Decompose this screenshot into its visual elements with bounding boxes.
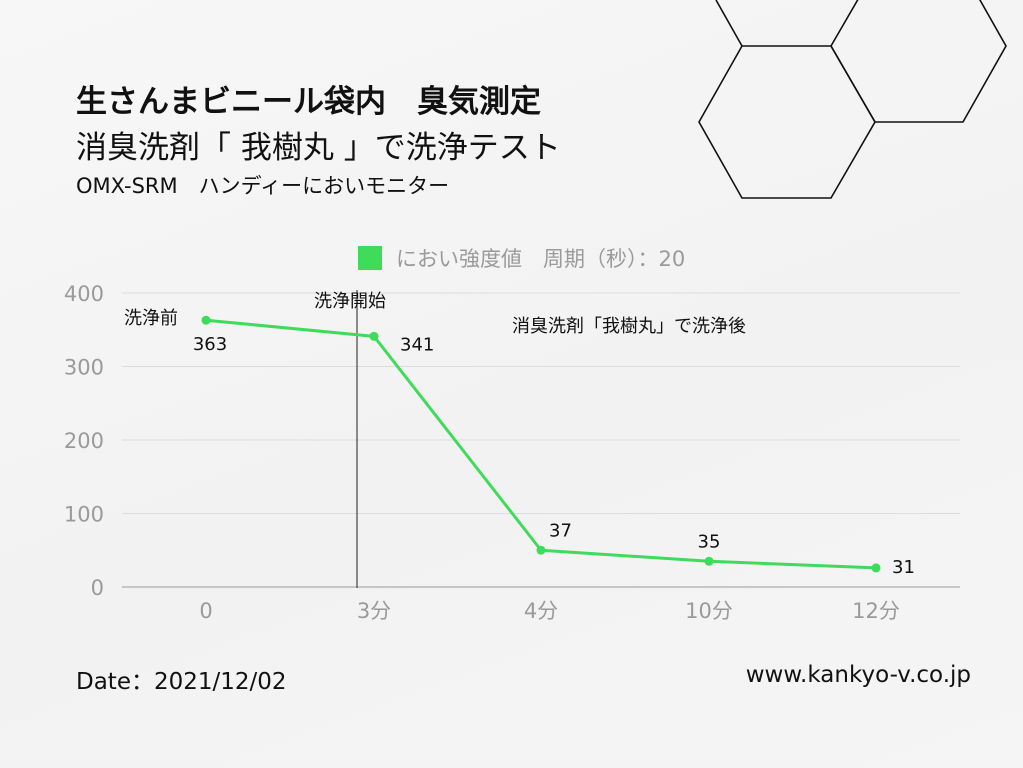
x-tick-label: 4分 bbox=[524, 599, 558, 623]
page-subtitle: 消臭洗剤「 我樹丸 」で洗浄テスト bbox=[76, 130, 561, 166]
data-label: 35 bbox=[698, 531, 721, 552]
data-point bbox=[536, 545, 546, 555]
data-label: 363 bbox=[193, 334, 227, 355]
annotation-after: 消臭洗剤「我樹丸」で洗浄後 bbox=[512, 316, 746, 337]
data-point bbox=[369, 331, 379, 341]
data-label: 31 bbox=[892, 557, 915, 578]
x-tick-label: 12分 bbox=[852, 599, 900, 623]
data-label: 37 bbox=[549, 520, 572, 541]
legend-label: におい強度値 周期（秒）：20 bbox=[396, 247, 685, 271]
annotation-before: 洗浄前 bbox=[124, 308, 178, 329]
data-point bbox=[871, 563, 881, 573]
website-link[interactable]: www.kankyo-v.co.jp bbox=[745, 662, 971, 688]
x-tick-label: 3分 bbox=[357, 599, 391, 623]
date-label: Date：2021/12/02 bbox=[76, 669, 287, 695]
y-tick-label: 100 bbox=[64, 503, 104, 527]
data-point bbox=[704, 556, 714, 566]
series-line bbox=[205, 318, 877, 570]
x-tick-label: 10分 bbox=[685, 599, 733, 623]
y-tick-label: 200 bbox=[64, 429, 104, 453]
y-tick-label: 400 bbox=[64, 282, 104, 306]
y-tick-label: 0 bbox=[91, 576, 104, 600]
x-tick-label: 0 bbox=[199, 599, 212, 623]
data-label: 341 bbox=[400, 334, 434, 355]
page-title: 生さんまビニール袋内 臭気測定 bbox=[76, 84, 541, 120]
y-tick-label: 300 bbox=[64, 356, 104, 380]
device-label: OMX-SRM ハンディーにおいモニター bbox=[76, 174, 450, 198]
data-point bbox=[201, 315, 211, 325]
annotation-start: 洗浄開始 bbox=[314, 291, 386, 312]
legend-swatch bbox=[358, 246, 382, 270]
